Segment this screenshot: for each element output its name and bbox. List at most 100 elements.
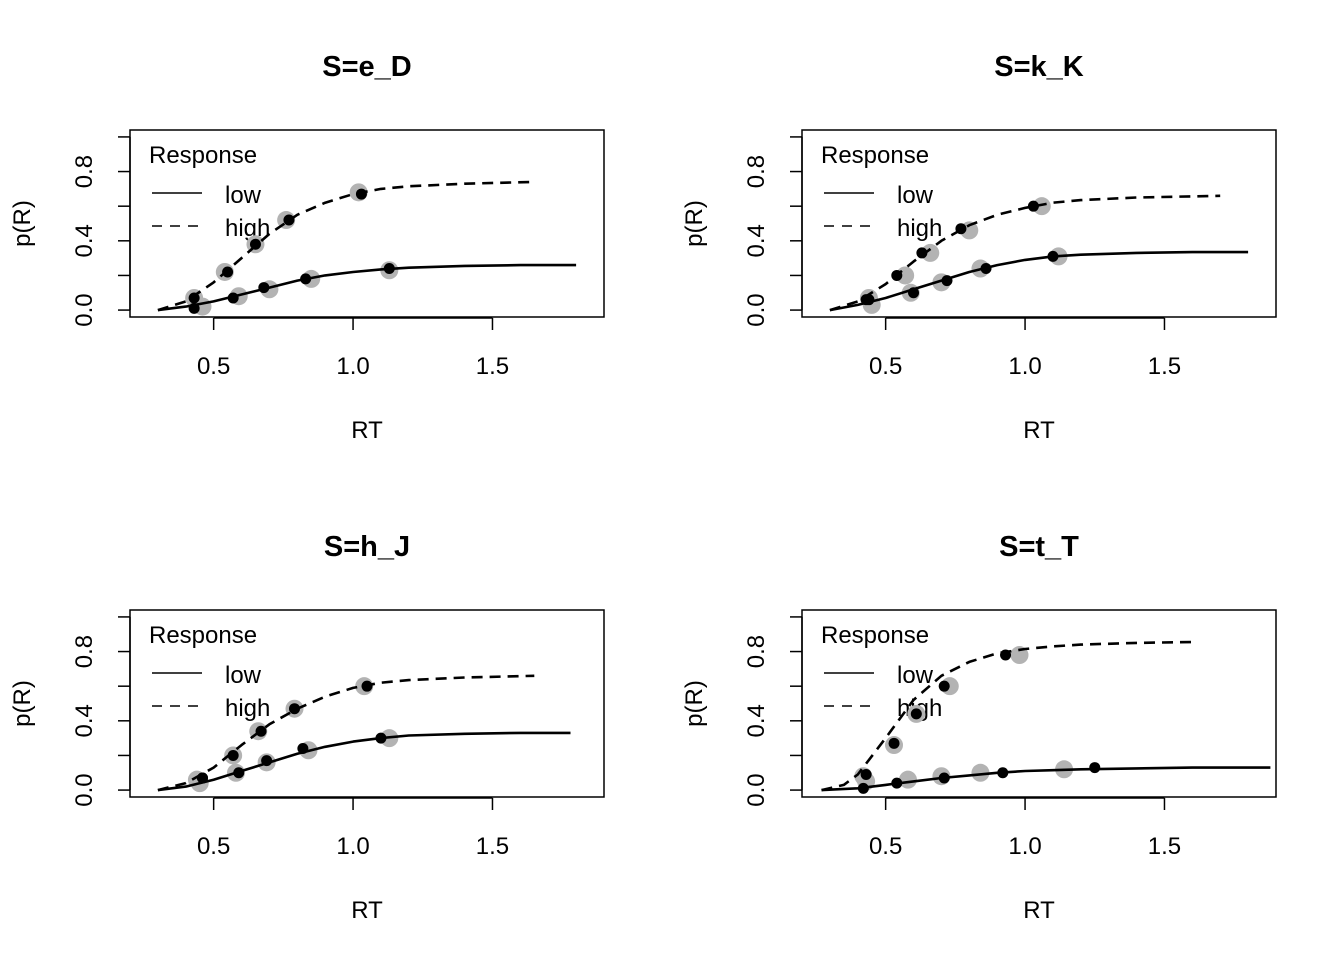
predicted-point-high — [1000, 649, 1012, 661]
y-tick-label: 0.8 — [71, 155, 98, 188]
predicted-point-low — [375, 732, 387, 744]
predicted-point-high — [888, 737, 900, 749]
y-axis-label: p(R) — [9, 200, 36, 247]
x-tick-label: 0.5 — [197, 353, 230, 380]
x-tick-label: 1.5 — [1148, 833, 1181, 860]
predicted-point-high — [891, 269, 903, 281]
y-tick-label: 0.0 — [743, 773, 770, 806]
x-tick-label: 1.0 — [1008, 353, 1041, 380]
predicted-point-low — [1047, 250, 1059, 262]
y-tick-label: 0.8 — [743, 635, 770, 668]
predicted-point-high — [196, 772, 208, 784]
observed-point-low — [971, 763, 990, 782]
legend-title: Response — [149, 622, 257, 649]
predicted-point-low — [941, 275, 953, 287]
predicted-point-high — [938, 680, 950, 692]
predicted-point-high — [955, 223, 967, 235]
x-tick-label: 0.5 — [869, 353, 902, 380]
legend-label-low: low — [897, 662, 934, 689]
panel-title: S=h_J — [324, 531, 410, 563]
panel-title: S=k_K — [994, 51, 1084, 83]
predicted-point-low — [300, 273, 312, 285]
predicted-point-low — [980, 263, 992, 275]
x-tick-label: 1.5 — [476, 353, 509, 380]
panel-4: S=t_T 0.5 1.0 1.5 RT 0.0 0.4 0.8 p(R) Response low… — [681, 531, 1277, 924]
panel-1: S=e_D 0.5 1.0 1.5 RT 0.0 0.4 0.8 p(R) Response low… — [9, 51, 605, 444]
predicted-point-high — [249, 238, 261, 250]
predicted-point-low — [908, 287, 920, 299]
predicted-point-high — [227, 749, 239, 761]
x-axis-label: RT — [1023, 897, 1055, 924]
panel-3: S=h_J 0.5 1.0 1.5 RT 0.0 0.4 0.8 p(R) Response low… — [9, 531, 605, 924]
observed-point-low — [898, 770, 917, 789]
predicted-point-low — [891, 777, 903, 789]
x-tick-label: 0.5 — [869, 833, 902, 860]
y-axis-label: p(R) — [681, 680, 708, 727]
x-tick-label: 0.5 — [197, 833, 230, 860]
panel-title: S=t_T — [999, 531, 1079, 563]
x-tick-label: 1.0 — [336, 833, 369, 860]
predicted-point-high — [916, 247, 928, 259]
y-tick-label: 0.0 — [71, 773, 98, 806]
y-tick-label: 0.4 — [743, 224, 770, 257]
y-tick-label: 0.0 — [743, 293, 770, 326]
x-axis-label: RT — [351, 417, 383, 444]
observed-point-high — [1032, 197, 1051, 216]
x-tick-label: 1.5 — [1148, 353, 1181, 380]
observed-point-high — [1010, 646, 1029, 665]
predicted-point-low — [188, 302, 200, 314]
predicted-point-low — [297, 743, 309, 755]
curve-low — [157, 263, 577, 312]
curve-high — [157, 674, 535, 792]
legend-label-low: low — [225, 182, 262, 209]
curve-high — [829, 194, 1221, 312]
x-tick-label: 1.0 — [336, 353, 369, 380]
panel-title: S=e_D — [322, 51, 411, 83]
y-tick-label: 0.8 — [71, 635, 98, 668]
predicted-point-low — [857, 782, 869, 794]
legend-label-high: high — [897, 215, 942, 242]
predicted-point-high — [860, 294, 872, 306]
predicted-point-low — [227, 292, 239, 304]
predicted-point-high — [188, 292, 200, 304]
panel-2: S=k_K 0.5 1.0 1.5 RT 0.0 0.4 0.8 p(R) Response low… — [681, 51, 1277, 444]
predicted-point-low — [383, 263, 395, 275]
predicted-point-high — [289, 703, 301, 715]
y-tick-label: 0.0 — [71, 293, 98, 326]
predicted-point-low — [997, 767, 1009, 779]
legend-title: Response — [149, 142, 257, 169]
x-tick-label: 1.0 — [1008, 833, 1041, 860]
curve-high — [157, 180, 535, 312]
legend-label-high: high — [225, 215, 270, 242]
curve-low — [829, 250, 1249, 312]
predicted-point-high — [255, 725, 267, 737]
y-axis-label: p(R) — [681, 200, 708, 247]
legend-label-low: low — [897, 182, 934, 209]
legend-label-high: high — [225, 695, 270, 722]
curve-low — [821, 766, 1271, 792]
y-axis-label: p(R) — [9, 680, 36, 727]
y-tick-label: 0.8 — [743, 155, 770, 188]
curve-high — [821, 640, 1193, 792]
predicted-point-low — [1089, 762, 1101, 774]
predicted-point-low — [233, 767, 245, 779]
legend-title: Response — [821, 142, 929, 169]
predicted-point-high — [355, 188, 367, 200]
predicted-point-low — [261, 755, 273, 767]
y-tick-label: 0.4 — [743, 704, 770, 737]
predicted-point-high — [860, 768, 872, 780]
y-tick-label: 0.4 — [71, 224, 98, 257]
y-tick-label: 0.4 — [71, 704, 98, 737]
curve-low — [157, 731, 571, 792]
predicted-point-high — [222, 266, 234, 278]
predicted-point-high — [1027, 200, 1039, 212]
predicted-point-low — [258, 282, 270, 294]
observed-point-high — [921, 243, 940, 262]
x-axis-label: RT — [1023, 417, 1055, 444]
predicted-point-high — [910, 708, 922, 720]
x-tick-label: 1.5 — [476, 833, 509, 860]
predicted-point-low — [938, 772, 950, 784]
predicted-point-high — [361, 680, 373, 692]
legend-title: Response — [821, 622, 929, 649]
